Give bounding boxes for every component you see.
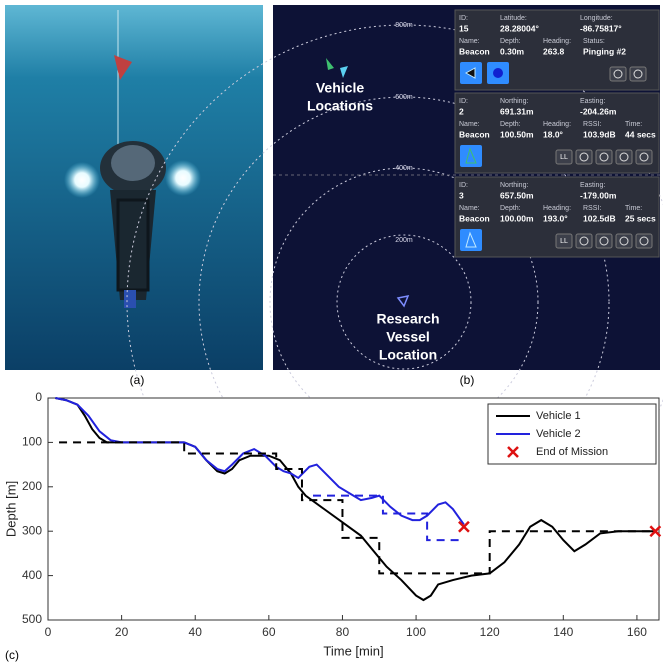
button-label: LL [560,238,568,245]
field-value: 102.5dB [583,213,616,223]
field-label: RSSI: [583,205,601,212]
field-label: Depth: [500,205,521,212]
field-label: Name: [459,121,480,128]
range-label: 400m [395,165,413,172]
field-label: Longitude: [580,15,613,22]
field-value: 15 [459,23,469,33]
field-label: Name: [459,38,480,45]
field-label: Time: [625,205,642,212]
annotation: Research [376,311,439,327]
tool-button[interactable] [576,150,592,164]
y-tick-label: 0 [35,390,42,404]
range-label: 800m [395,22,413,29]
field-label: Heading: [543,38,571,45]
y-tick-label: 100 [22,435,42,449]
info-card: ID:15 Latitude:28.28004° Longitude:-86.758… [455,10,659,90]
annotation: Vehicle [316,80,364,96]
field-label: Latitude: [500,15,527,22]
field-label: ID: [459,98,468,105]
y-axis-label: Depth [m] [3,481,18,537]
tool-button[interactable] [636,234,652,248]
y-tick-label: 200 [22,479,42,493]
photo [5,5,263,370]
beacon-button[interactable] [460,145,482,167]
tool-button[interactable] [630,67,646,81]
tool-button[interactable] [636,150,652,164]
field-label: Heading: [543,205,571,212]
tool-button[interactable] [596,150,612,164]
field-value: 263.8 [543,46,565,56]
field-label: ID: [459,182,468,189]
field-label: Name: [459,205,480,212]
y-tick-label: 300 [22,523,42,537]
field-value: Pinging #2 [583,46,626,56]
field-label: Status: [583,38,605,45]
range-label: 600m [395,94,413,101]
tool-button[interactable] [576,234,592,248]
panel-label: (a) [130,373,145,387]
field-value: 691.31m [500,106,534,116]
field-value: 2 [459,106,464,116]
field-value: 18.0° [543,129,564,139]
panel-label: (c) [5,648,19,662]
legend-label: Vehicle 1 [536,410,581,422]
legend-label: Vehicle 2 [536,428,581,440]
y-tick-label: 500 [22,612,42,626]
field-value: -204.26m [580,106,617,116]
x-tick-label: 120 [480,625,500,639]
annotation: Locations [307,98,373,114]
field-label: Northing: [500,98,528,105]
tool-button[interactable] [596,234,612,248]
field-value: -86.75817° [580,23,622,33]
panel-label: (b) [460,373,475,387]
field-label: Northing: [500,182,528,189]
field-label: Easting: [580,182,605,189]
legend-label: End of Mission [536,446,608,458]
field-value: Beacon [459,46,490,56]
x-tick-label: 0 [45,625,52,639]
x-axis-label: Time [min] [323,643,383,658]
field-label: Depth: [500,38,521,45]
field-value: 3 [459,190,464,200]
x-tick-label: 140 [553,625,573,639]
tool-button[interactable] [616,150,632,164]
field-label: Time: [625,121,642,128]
beacon-button[interactable] [460,229,482,251]
field-label: Depth: [500,121,521,128]
field-value: 193.0° [543,213,568,223]
field-label: RSSI: [583,121,601,128]
x-tick-label: 60 [262,625,276,639]
x-tick-label: 20 [115,625,129,639]
x-tick-label: 40 [189,625,203,639]
ping-icon [493,68,503,78]
field-value: 44 secs [625,129,656,139]
field-value: 100.50m [500,129,534,139]
annotation: Vessel [386,329,430,345]
field-label: Heading: [543,121,571,128]
field-value: -179.00m [580,190,617,200]
field-value: 28.28004° [500,23,539,33]
legend: Vehicle 1 Vehicle 2 End of Mission [488,404,656,464]
tool-button[interactable] [616,234,632,248]
field-value: 0.30m [500,46,525,56]
field-value: 25 secs [625,213,656,223]
info-card: ID:2 Northing:691.31m Easting:-204.26m Name… [455,93,659,173]
tool-button[interactable] [610,67,626,81]
field-value: Beacon [459,213,490,223]
x-tick-label: 160 [627,625,647,639]
info-card: ID:3 Northing:657.50m Easting:-179.00m Name… [455,177,659,257]
field-value: 100.00m [500,213,534,223]
x-tick-label: 100 [406,625,426,639]
field-label: Easting: [580,98,605,105]
x-tick-label: 80 [336,625,350,639]
figure: 800m 600m 400m 200m Vehicle Locations Research… [0,0,663,665]
field-value: 657.50m [500,190,534,200]
range-label: 200m [395,237,413,244]
annotation: Location [379,347,437,363]
y-tick-label: 400 [22,568,42,582]
field-label: ID: [459,15,468,22]
button-label: LL [560,154,568,161]
field-value: Beacon [459,129,490,139]
field-value: 103.9dB [583,129,616,139]
